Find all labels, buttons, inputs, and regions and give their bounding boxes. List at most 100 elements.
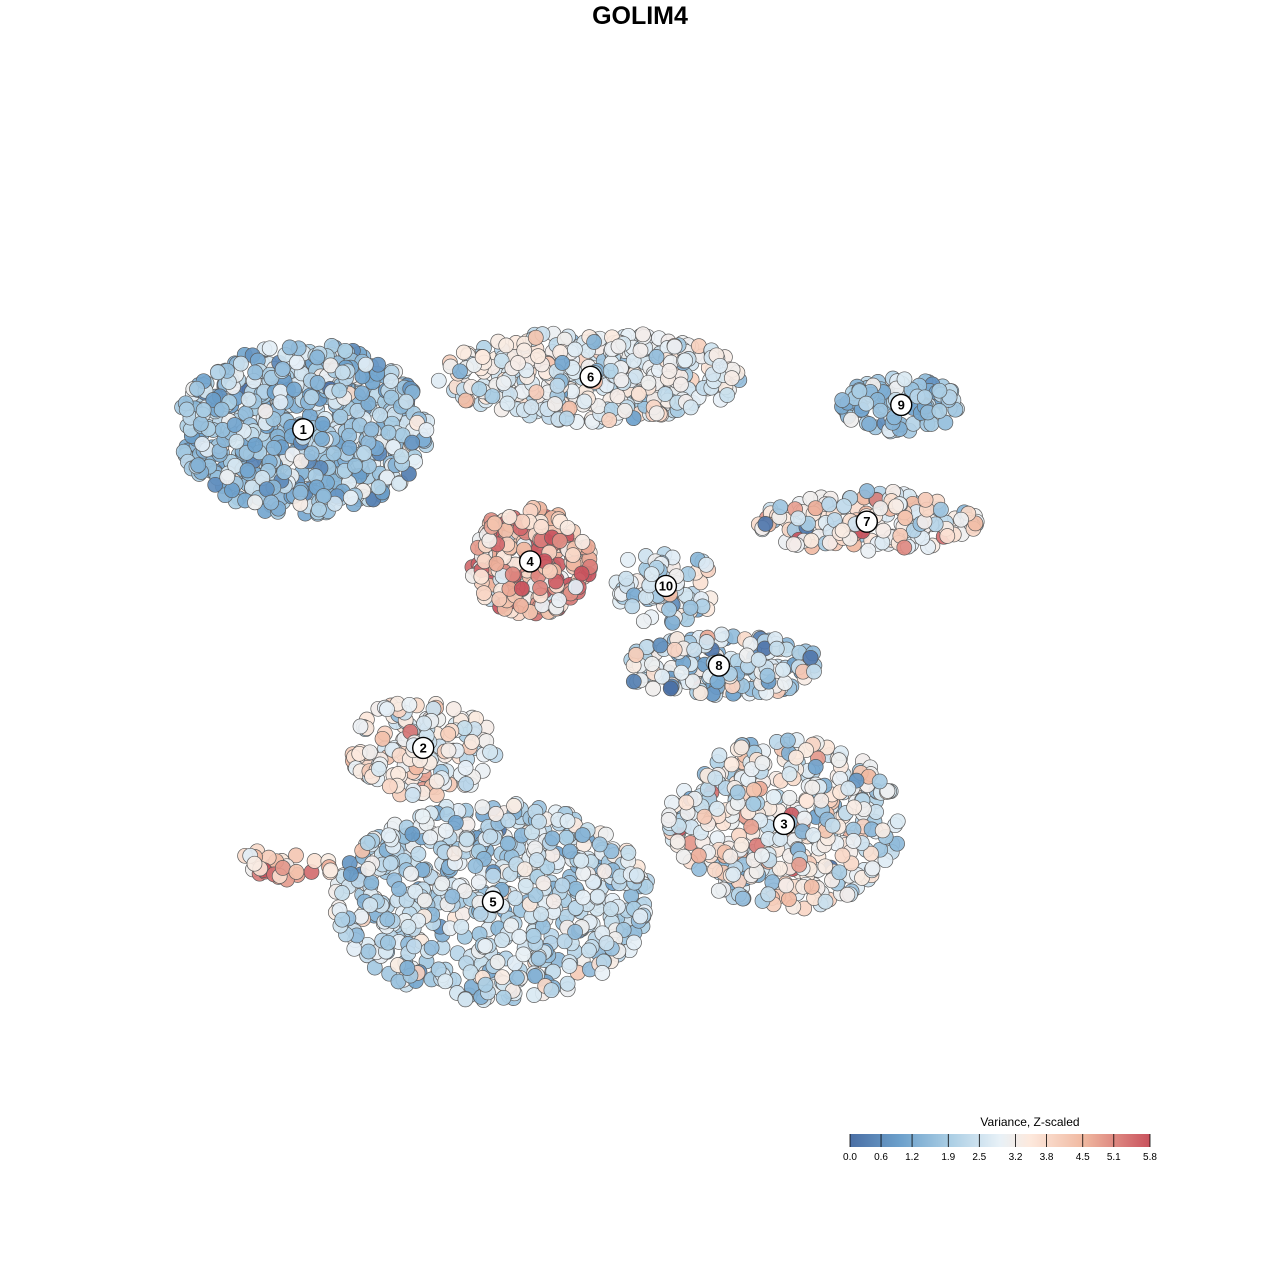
cell-point (678, 794, 695, 811)
cell-point (609, 388, 626, 405)
cell-point (500, 835, 516, 852)
cell-point (359, 835, 376, 851)
cell-point (404, 434, 421, 451)
cluster-label-3: 3 (772, 812, 796, 836)
cell-point (640, 374, 657, 391)
cell-point (559, 519, 576, 536)
cell-point (598, 935, 615, 951)
cell-point (332, 408, 349, 425)
cell-point (456, 720, 473, 736)
cell-point (757, 516, 774, 532)
cell-point (398, 393, 415, 410)
cell-point (803, 532, 820, 549)
legend-tick-label: 0.0 (843, 1152, 857, 1163)
cell-point (713, 626, 730, 643)
cell-point (664, 614, 681, 631)
cell-point (754, 755, 771, 771)
cluster-label-1: 1 (292, 418, 315, 441)
cell-point (807, 759, 824, 775)
cell-point (709, 800, 725, 817)
cell-point (581, 942, 597, 959)
cell-point (363, 874, 380, 891)
cell-point (219, 469, 236, 486)
cell-point (381, 778, 398, 795)
cluster-label-circle (292, 418, 315, 441)
cell-point (733, 739, 750, 756)
cell-point (803, 878, 820, 895)
cell-point (574, 827, 591, 843)
cell-point (585, 874, 602, 890)
cell-point (303, 389, 320, 406)
cell-point (458, 776, 474, 792)
cell-point (772, 499, 789, 516)
cell-point (624, 598, 641, 615)
cell-point (686, 641, 703, 658)
legend-tick-label: 5.1 (1107, 1152, 1121, 1163)
cell-point (874, 822, 891, 839)
cell-point (457, 760, 474, 776)
cell-point (834, 392, 851, 408)
legend-tick-label: 3.8 (1040, 1152, 1054, 1163)
cell-point (240, 391, 257, 408)
cell-point (788, 749, 804, 766)
cell-point (189, 380, 205, 397)
cell-point (533, 906, 549, 923)
cell-point (781, 766, 798, 783)
cell-point (620, 551, 636, 568)
legend-tick-label: 4.5 (1076, 1152, 1090, 1163)
cell-point (559, 975, 576, 992)
cell-point (527, 329, 544, 346)
cell-point (591, 836, 608, 853)
legend-tick-label: 5.8 (1143, 1152, 1157, 1163)
cell-point (356, 445, 373, 462)
cell-point (430, 372, 447, 389)
cell-point (798, 793, 815, 809)
cell-point (875, 522, 892, 539)
cell-point (576, 393, 593, 410)
cell-point (360, 943, 377, 960)
cell-point (567, 924, 583, 940)
cluster-label-circle (518, 550, 542, 573)
cell-point (228, 433, 245, 450)
cell-point (528, 852, 545, 868)
cell-point (263, 494, 279, 511)
cell-point (652, 637, 669, 654)
cell-point (791, 856, 808, 873)
cell-point (527, 887, 544, 904)
cell-point (246, 855, 263, 872)
cluster-label-circle (707, 654, 731, 677)
cell-point (322, 862, 339, 879)
cell-point (635, 613, 652, 630)
cell-point (423, 939, 440, 956)
cell-point (765, 789, 782, 805)
cell-point (781, 891, 797, 907)
cell-point (897, 510, 914, 526)
cell-point (617, 402, 633, 419)
cell-point (603, 843, 620, 860)
cell-point (613, 372, 630, 389)
cell-point (806, 663, 822, 680)
cell-point (556, 933, 573, 950)
cell-point (733, 836, 750, 853)
cell-point (589, 888, 606, 905)
cell-point (410, 846, 427, 862)
cell-point (734, 890, 751, 907)
cluster-label-7: 7 (855, 510, 879, 533)
cell-point (226, 417, 243, 433)
cell-point (495, 989, 512, 1006)
cell-point (845, 833, 862, 849)
cell-point (673, 376, 689, 393)
cell-point (303, 445, 320, 462)
cluster-label-circle (855, 510, 879, 533)
cell-point (289, 354, 305, 371)
cell-point (781, 789, 798, 806)
cell-point (561, 958, 578, 974)
cell-point (746, 782, 762, 798)
cell-point (379, 701, 395, 718)
cell-point (533, 519, 550, 535)
cluster-label-text: 9 (898, 397, 905, 412)
cell-point (696, 808, 713, 825)
cluster-label-circle (890, 393, 913, 417)
cell-point (562, 843, 578, 860)
